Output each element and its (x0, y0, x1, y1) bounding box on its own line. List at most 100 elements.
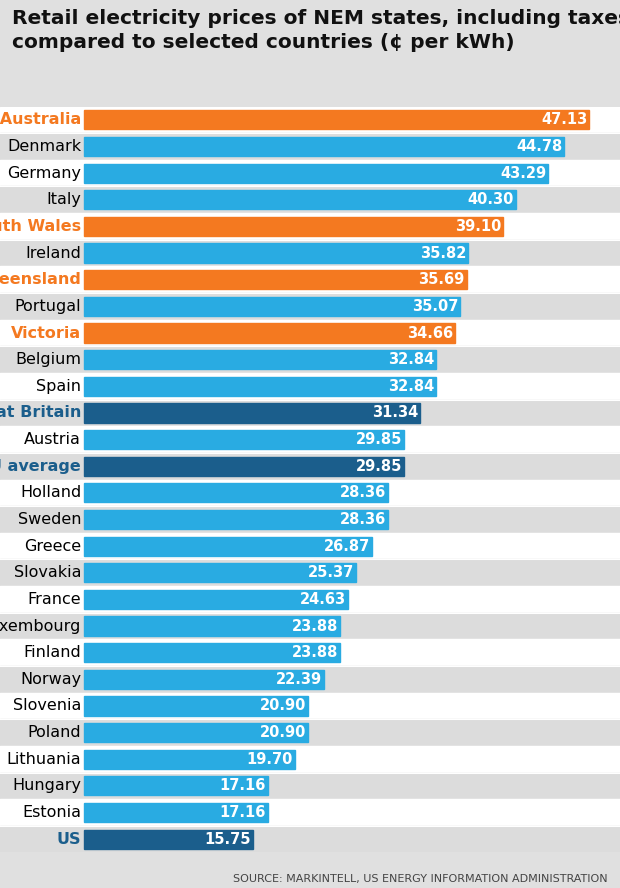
Text: 32.84: 32.84 (388, 379, 434, 393)
Bar (84, 163, 548, 183)
Bar (84, 243, 468, 263)
Bar (84, 297, 460, 316)
Text: SOURCE: MARKINTELL, US ENERGY INFORMATION ADMINISTRATION: SOURCE: MARKINTELL, US ENERGY INFORMATIO… (233, 874, 608, 884)
Text: Lithuania: Lithuania (7, 752, 81, 766)
Text: Greece: Greece (24, 539, 81, 553)
Text: France: France (28, 592, 81, 607)
Text: Slovenia: Slovenia (13, 699, 81, 713)
Text: Slovakia: Slovakia (14, 566, 81, 580)
Text: Spain: Spain (36, 379, 81, 393)
Bar (84, 590, 348, 609)
Text: 23.88: 23.88 (291, 646, 338, 660)
Bar (84, 137, 564, 156)
Text: 20.90: 20.90 (260, 699, 306, 713)
Text: 32.84: 32.84 (388, 353, 434, 367)
Text: Retail electricity prices of NEM states, including taxes,
compared to selected c: Retail electricity prices of NEM states,… (12, 9, 620, 52)
Bar (0, 639, 620, 666)
Bar (0, 533, 620, 559)
Text: 29.85: 29.85 (356, 459, 402, 473)
Bar (0, 693, 620, 719)
Text: Hungary: Hungary (12, 779, 81, 793)
Text: 28.36: 28.36 (340, 512, 386, 527)
Text: Germany: Germany (7, 166, 81, 180)
Text: Sweden: Sweden (18, 512, 81, 527)
Text: Belgium: Belgium (16, 353, 81, 367)
Bar (0, 240, 620, 266)
Bar (84, 430, 404, 449)
Text: 44.78: 44.78 (516, 139, 562, 154)
Bar (84, 643, 340, 662)
Bar (84, 563, 356, 583)
Text: 28.36: 28.36 (340, 486, 386, 500)
Text: 26.87: 26.87 (324, 539, 370, 553)
Text: 25.37: 25.37 (308, 566, 354, 580)
Bar (84, 190, 516, 210)
Text: EU average: EU average (0, 459, 81, 473)
Bar (84, 510, 388, 529)
Bar (0, 213, 620, 240)
Bar (0, 506, 620, 533)
Bar (0, 559, 620, 586)
Bar (0, 799, 620, 826)
Bar (84, 536, 372, 556)
Bar (0, 346, 620, 373)
Bar (0, 320, 620, 346)
Bar (84, 377, 436, 396)
Text: Victoria: Victoria (11, 326, 81, 340)
Text: 29.85: 29.85 (356, 432, 402, 447)
Text: 43.29: 43.29 (500, 166, 546, 180)
Text: 40.30: 40.30 (467, 193, 514, 207)
Bar (84, 829, 252, 849)
Text: 24.63: 24.63 (300, 592, 346, 607)
Text: 47.13: 47.13 (541, 113, 587, 127)
Bar (84, 323, 456, 343)
Text: 19.70: 19.70 (247, 752, 293, 766)
Text: South Australia: South Australia (0, 113, 81, 127)
Bar (0, 186, 620, 213)
Bar (84, 616, 340, 636)
Text: 39.10: 39.10 (455, 219, 501, 234)
Bar (84, 217, 503, 236)
Text: 15.75: 15.75 (204, 832, 250, 846)
Text: Great Britain: Great Britain (0, 406, 81, 420)
Bar (0, 426, 620, 453)
Text: Poland: Poland (28, 725, 81, 740)
Bar (0, 453, 620, 480)
Bar (0, 160, 620, 186)
Text: Ireland: Ireland (25, 246, 81, 260)
Bar (0, 719, 620, 746)
Text: 35.69: 35.69 (418, 273, 464, 287)
Bar (0, 293, 620, 320)
Bar (84, 110, 589, 130)
Text: 22.39: 22.39 (276, 672, 322, 686)
Text: 20.90: 20.90 (260, 725, 306, 740)
Bar (84, 403, 420, 423)
Bar (84, 749, 295, 769)
Text: Austria: Austria (24, 432, 81, 447)
Text: Queensland: Queensland (0, 273, 81, 287)
Bar (0, 480, 620, 506)
Text: New South Wales: New South Wales (0, 219, 81, 234)
Text: 34.66: 34.66 (407, 326, 454, 340)
Text: Norway: Norway (20, 672, 81, 686)
Bar (84, 723, 308, 742)
Bar (84, 696, 308, 716)
Text: 23.88: 23.88 (291, 619, 338, 633)
Bar (0, 133, 620, 160)
Text: Estonia: Estonia (22, 805, 81, 820)
Bar (84, 456, 404, 476)
Bar (0, 666, 620, 693)
Bar (84, 670, 324, 689)
Bar (0, 773, 620, 799)
Bar (84, 803, 268, 822)
Bar (84, 483, 388, 503)
Text: 31.34: 31.34 (372, 406, 418, 420)
Text: Finland: Finland (24, 646, 81, 660)
Bar (0, 400, 620, 426)
Bar (0, 586, 620, 613)
Text: Italy: Italy (46, 193, 81, 207)
Text: 35.07: 35.07 (412, 299, 458, 313)
Text: Holland: Holland (20, 486, 81, 500)
Bar (84, 776, 268, 796)
Bar (0, 826, 620, 852)
